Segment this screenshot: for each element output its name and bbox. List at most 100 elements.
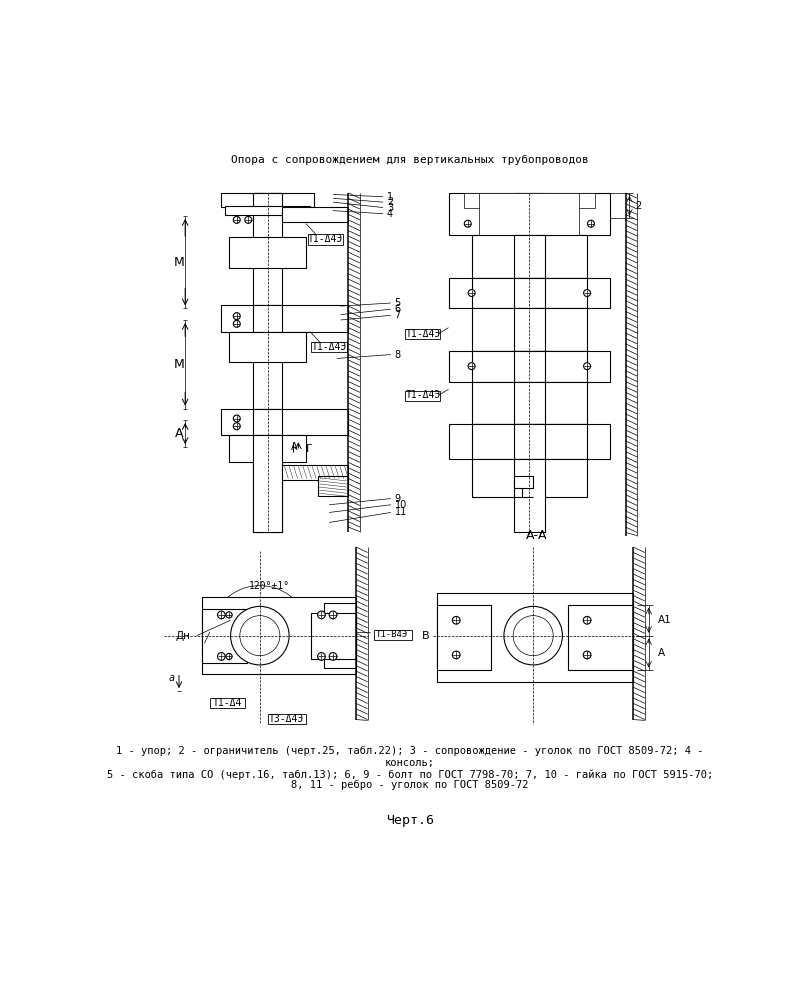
Bar: [449, 424, 610, 458]
Bar: [210, 698, 246, 708]
Bar: [514, 476, 534, 488]
Text: 8, 11 - ребро - уголок по ГОСТ 8509-72: 8, 11 - ребро - уголок по ГОСТ 8509-72: [291, 780, 529, 790]
Circle shape: [329, 653, 337, 661]
Circle shape: [452, 617, 460, 624]
Bar: [282, 465, 349, 480]
Text: А: А: [658, 648, 665, 658]
Circle shape: [584, 362, 590, 369]
Bar: [226, 206, 310, 216]
Circle shape: [583, 617, 591, 624]
Bar: [464, 193, 595, 209]
Text: Т1-Δ4Э: Т1-Δ4Э: [311, 342, 346, 352]
Text: 1: 1: [387, 192, 393, 202]
Bar: [472, 308, 587, 350]
Bar: [202, 609, 246, 663]
Text: 120°±1°: 120°±1°: [250, 581, 290, 591]
Text: Т1-Β4Э: Т1-Β4Э: [375, 630, 408, 639]
Text: А: А: [174, 427, 183, 440]
Bar: [514, 308, 545, 350]
Text: 6: 6: [394, 304, 401, 314]
Circle shape: [464, 221, 471, 228]
Text: А: А: [291, 442, 298, 452]
Bar: [514, 277, 545, 308]
Bar: [282, 207, 349, 223]
Circle shape: [218, 611, 226, 619]
Text: Т1-Δ4Э: Т1-Δ4Э: [406, 390, 442, 400]
Bar: [449, 350, 610, 381]
Text: ТЗ-Δ4Э: ТЗ-Δ4Э: [269, 714, 305, 724]
Text: 8: 8: [394, 349, 401, 359]
Bar: [311, 342, 347, 352]
Bar: [253, 193, 282, 207]
Text: Черт.6: Черт.6: [386, 814, 434, 827]
Bar: [324, 604, 356, 668]
Circle shape: [234, 423, 240, 430]
Bar: [222, 193, 314, 207]
Circle shape: [240, 616, 280, 656]
Circle shape: [318, 611, 326, 619]
Text: 5 - скоба типа СО (черт.16, табл.13); 6, 9 - болт по ГОСТ 7798-70; 7, 10 - гайка: 5 - скоба типа СО (черт.16, табл.13); 6,…: [107, 769, 713, 779]
Text: 3: 3: [387, 203, 393, 213]
Bar: [202, 597, 356, 675]
Bar: [514, 350, 545, 381]
Text: В: В: [422, 631, 430, 641]
Text: М: М: [174, 358, 184, 371]
Text: консоль;: консоль;: [385, 757, 435, 767]
Bar: [514, 236, 545, 277]
Text: 11: 11: [394, 507, 407, 517]
Bar: [514, 424, 545, 458]
Text: Т1-Δ4Э: Т1-Δ4Э: [406, 328, 442, 338]
Circle shape: [234, 320, 240, 327]
Bar: [253, 435, 282, 532]
Text: А-А: А-А: [526, 529, 548, 542]
Circle shape: [234, 415, 240, 422]
Circle shape: [245, 217, 252, 224]
Bar: [253, 304, 282, 331]
Bar: [253, 193, 282, 532]
Circle shape: [583, 651, 591, 659]
Circle shape: [468, 362, 475, 369]
Text: 2: 2: [387, 198, 393, 208]
Text: 5: 5: [394, 298, 401, 308]
Bar: [222, 304, 349, 331]
Text: Опора с сопровождением для вертикальных трубопроводов: Опора с сопровождением для вертикальных …: [231, 155, 589, 165]
Bar: [514, 193, 545, 236]
Bar: [472, 381, 587, 424]
Text: 10: 10: [394, 500, 407, 510]
Circle shape: [226, 654, 232, 660]
Bar: [222, 408, 349, 435]
Circle shape: [584, 289, 590, 296]
Text: Т1-Δ4Э: Т1-Δ4Э: [308, 235, 343, 245]
Text: 4: 4: [387, 209, 393, 219]
Bar: [318, 476, 349, 496]
Bar: [568, 605, 634, 671]
Text: 7: 7: [394, 310, 401, 320]
Bar: [472, 350, 587, 381]
Bar: [405, 391, 440, 401]
Bar: [449, 277, 610, 308]
Bar: [229, 237, 306, 267]
Circle shape: [452, 651, 460, 659]
Circle shape: [504, 607, 562, 665]
Bar: [472, 458, 587, 497]
Circle shape: [230, 607, 289, 665]
Bar: [374, 630, 412, 640]
Text: 1 - упор; 2 - ограничитель (черт.25, табл.22); 3 - сопровождение - уголок по ГОС: 1 - упор; 2 - ограничитель (черт.25, таб…: [116, 747, 704, 756]
Bar: [267, 715, 306, 725]
Circle shape: [587, 221, 594, 228]
Bar: [437, 593, 634, 682]
Circle shape: [234, 312, 240, 319]
Circle shape: [234, 217, 240, 224]
Bar: [405, 329, 440, 339]
Bar: [479, 193, 579, 236]
Text: М: М: [174, 255, 184, 268]
Bar: [307, 235, 343, 245]
Text: А1: А1: [658, 615, 672, 626]
Circle shape: [218, 653, 226, 661]
Bar: [229, 435, 306, 462]
Bar: [472, 236, 587, 277]
Circle shape: [513, 616, 554, 656]
Circle shape: [226, 612, 232, 618]
Bar: [449, 193, 610, 236]
Bar: [229, 331, 306, 362]
